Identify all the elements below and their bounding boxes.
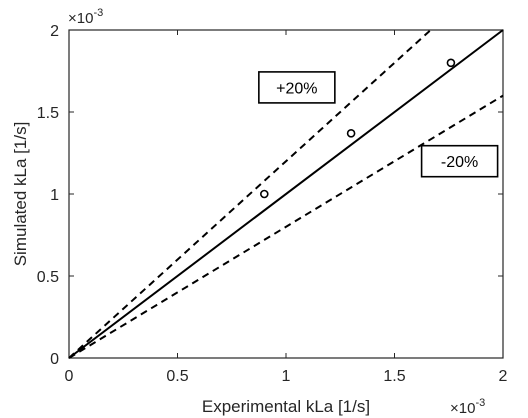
annotation-box: -20%: [420, 144, 499, 178]
annotation-box: +20%: [258, 71, 336, 104]
annotation-text: +20%: [276, 80, 317, 97]
x-exponent-label: ×10-3: [450, 397, 485, 417]
y-tick-label: 1.5: [37, 105, 59, 122]
data-point: [259, 189, 269, 199]
data-points: [259, 58, 456, 199]
x-tick-label: 0: [65, 368, 74, 385]
y-tick-label: 0.5: [37, 269, 59, 286]
deviation-line: [68, 29, 432, 359]
annotation-frame: [258, 71, 336, 104]
data-point: [446, 58, 456, 68]
y-exponent-label: ×10-3: [68, 7, 103, 27]
deviation-line: [68, 94, 504, 359]
y-tick-label: 0: [50, 351, 59, 368]
x-tick-label: 0.5: [166, 368, 188, 385]
data-point: [346, 129, 356, 138]
x-axis-label: Experimental kLa [1/s]: [202, 397, 370, 416]
reference-lines: [68, 29, 504, 359]
parity-line: [68, 29, 504, 359]
y-tick-label: 2: [50, 23, 59, 40]
annotation-frame: [420, 144, 499, 178]
y-tick-label: 1: [50, 187, 59, 204]
x-tick-label: 1.5: [383, 368, 405, 385]
annotation-text: -20%: [441, 154, 478, 171]
x-tick-label: 1: [282, 368, 291, 385]
x-tick-label: 2: [499, 368, 508, 385]
tick-labels: 0 0.5 1 1.5 2 0 0.5 1 1.5 2: [37, 23, 508, 385]
annotations: +20% -20%: [258, 71, 499, 178]
y-axis-label: Simulated kLa [1/s]: [11, 122, 30, 267]
